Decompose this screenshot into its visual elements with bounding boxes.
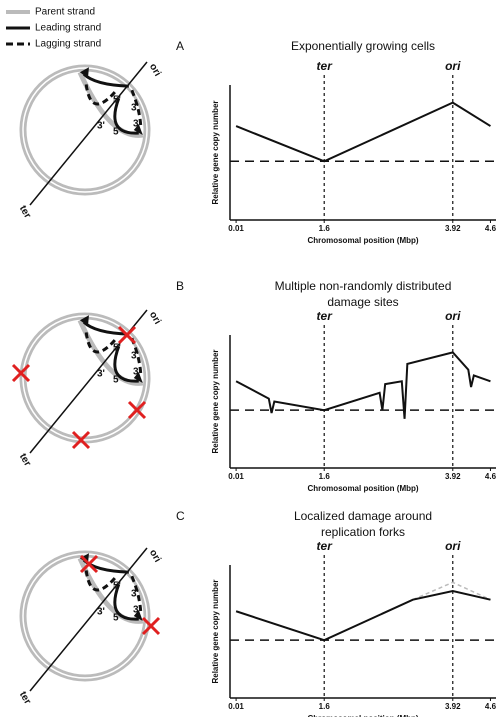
damage-mark [127, 400, 147, 420]
strand-end-label: 3' [133, 605, 141, 616]
x-tick-label: 3.92 [445, 472, 461, 481]
ori-ter-axis [29, 547, 148, 692]
annotation-label: ori [445, 309, 461, 323]
chart-title: Multiple non-randomly distributed [275, 279, 452, 293]
x-axis-label: Chromosomal position (Mbp) [307, 714, 418, 717]
lagging-strand [130, 575, 143, 614]
ter-label: ter [17, 204, 33, 221]
chart-title: damage sites [327, 295, 398, 309]
x-tick-label: 3.92 [445, 224, 461, 233]
strand-end-label: 3' [97, 369, 105, 380]
strand-end-label: 3' [133, 367, 141, 378]
annotation-label: ter [317, 539, 334, 553]
x-tick-label: 4.6 [485, 224, 496, 233]
strand-end-label: 3' [133, 119, 141, 130]
strand-end-label: 5' [113, 581, 121, 592]
ori-ter-axis [29, 61, 148, 206]
x-tick-label: 1.6 [319, 702, 331, 711]
panel-letter: A [176, 39, 184, 53]
leading-strand [113, 97, 139, 135]
damage-mark [79, 554, 99, 574]
x-axis-label: Chromosomal position (Mbp) [307, 484, 418, 493]
leading-strand [113, 345, 139, 383]
ter-label: ter [17, 690, 33, 707]
legend-label: Leading strand [35, 23, 101, 34]
strand-end-label: 5' [113, 343, 121, 354]
fork-arrow [79, 67, 89, 79]
legend-label: Parent strand [35, 7, 95, 18]
ter-label: ter [17, 452, 33, 469]
damage-mark [141, 616, 161, 636]
annotation-label: ori [445, 539, 461, 553]
x-axis-label: Chromosomal position (Mbp) [307, 236, 418, 245]
chart-title: Localized damage around [294, 509, 432, 523]
y-axis-label: Relative gene copy number [211, 100, 220, 204]
parent-ring-gap [22, 553, 148, 679]
annotation-label: ori [445, 59, 461, 73]
fork-arrow [133, 610, 143, 622]
parent-ring-gap [22, 67, 148, 193]
ori-label: ori [147, 62, 163, 79]
y-axis-label: Relative gene copy number [211, 579, 220, 683]
annotation-label: ter [317, 309, 334, 323]
strand-end-label: 3' [131, 103, 139, 114]
fork-arrow [133, 372, 143, 384]
damage-mark [71, 430, 91, 450]
x-tick-label: 1.6 [319, 472, 331, 481]
y-axis-label: Relative gene copy number [211, 349, 220, 453]
x-tick-label: 0.01 [228, 472, 244, 481]
panel-letter: C [176, 509, 185, 523]
strand-end-label: 3' [97, 607, 105, 618]
leading-strand [113, 583, 139, 621]
damage-mark [11, 363, 31, 383]
x-tick-label: 0.01 [228, 224, 244, 233]
annotation-label: ter [317, 59, 334, 73]
ori-label: ori [147, 310, 163, 327]
x-tick-label: 4.6 [485, 472, 496, 481]
fork-arrow [79, 315, 89, 327]
fork-arrow [133, 124, 143, 136]
x-tick-label: 0.01 [228, 702, 244, 711]
lagging-strand [84, 330, 116, 354]
data-line [235, 351, 491, 419]
x-tick-label: 1.6 [319, 224, 331, 233]
chart-title: Exponentially growing cells [291, 39, 435, 53]
damage-mark [117, 325, 137, 345]
strand-end-label: 3' [131, 351, 139, 362]
lagging-strand [84, 82, 116, 106]
ori-label: ori [147, 548, 163, 565]
data-line [235, 101, 491, 163]
strand-end-label: 5' [113, 613, 121, 624]
x-tick-label: 3.92 [445, 702, 461, 711]
data-line [412, 581, 491, 601]
parent-ring-gap [22, 315, 148, 441]
strand-end-label: 5' [113, 127, 121, 138]
strand-end-label: 5' [113, 95, 121, 106]
legend-label: Lagging strand [35, 39, 101, 50]
lagging-strand [130, 89, 143, 128]
lagging-strand [84, 568, 116, 592]
data-line [235, 589, 491, 642]
chart-title: replication forks [321, 525, 405, 539]
strand-end-label: 3' [97, 121, 105, 132]
panel-letter: B [176, 279, 184, 293]
strand-end-label: 5' [113, 375, 121, 386]
strand-end-label: 3' [131, 589, 139, 600]
x-tick-label: 4.6 [485, 702, 496, 711]
